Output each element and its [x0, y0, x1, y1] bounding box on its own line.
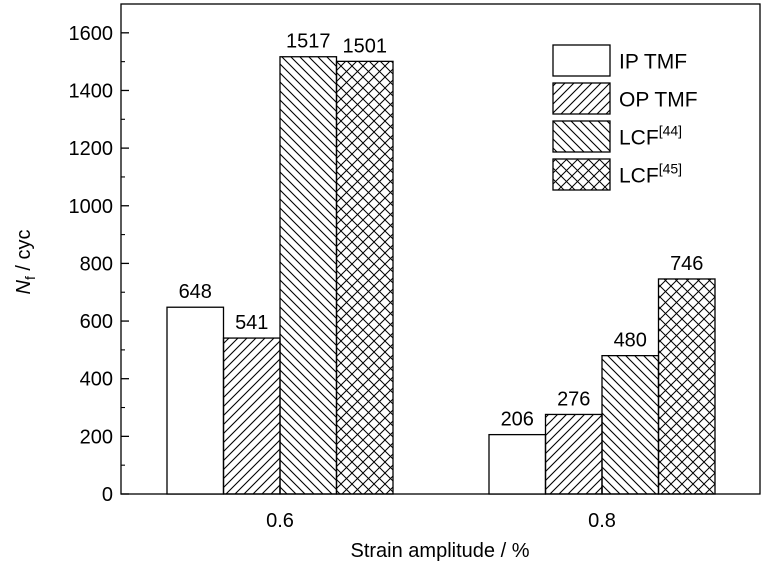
- y-tick-label: 0: [102, 484, 113, 506]
- bar-ip-tmf-0_6: [166, 306, 225, 495]
- x-tick-label: 0.8: [588, 510, 616, 532]
- bars: [166, 56, 716, 495]
- plot-frame: [120, 3, 761, 495]
- legend-label: IP TMF: [619, 51, 687, 74]
- bar-lcf-44--0_6: [279, 56, 338, 495]
- bar-value-label: 1517: [286, 31, 331, 53]
- legend-label-main: LCF: [619, 165, 659, 188]
- legend-label: LCF[45]: [619, 161, 682, 188]
- bar-value-label: 206: [501, 409, 534, 431]
- bar-value-label: 276: [557, 388, 590, 410]
- bar-ip-tmf-0_8: [488, 433, 547, 495]
- bar-labels: 648 541 1517 1501 206 276 480 746: [179, 31, 704, 431]
- bar-op-tmf-0_6: [222, 337, 281, 495]
- y-axis-title-rest: / cyc: [13, 229, 35, 276]
- legend-label: OP TMF: [619, 89, 698, 112]
- legend-label-superscript: [45]: [659, 161, 682, 177]
- plot-area: [120, 3, 761, 495]
- y-tick-label: 400: [80, 369, 113, 391]
- legend-label-superscript: [44]: [659, 123, 682, 139]
- legend-swatch: [552, 120, 611, 153]
- bar-value-label: 1501: [343, 35, 388, 57]
- y-axis: 0 200 400 600 800 1000 1200 1400 1600: [69, 23, 129, 506]
- y-tick-label: 600: [80, 311, 113, 333]
- y-tick-label: 1600: [69, 23, 114, 45]
- legend-swatch: [552, 44, 611, 77]
- bar-op-tmf-0_8: [544, 413, 603, 495]
- legend-swatch: [552, 158, 611, 191]
- bar-value-label: 746: [670, 253, 703, 275]
- legend-swatch: [552, 82, 611, 115]
- y-tick-label: 1400: [69, 80, 114, 102]
- x-tick-label: 0.6: [266, 510, 294, 532]
- bar-value-label: 541: [235, 312, 268, 334]
- bar-lcf-45--0_8: [657, 278, 716, 495]
- y-tick-label: 200: [80, 426, 113, 448]
- y-axis-title-sub: f: [22, 276, 38, 280]
- y-axis-title: Nf / cyc: [13, 229, 38, 294]
- bar-value-label: 648: [179, 281, 212, 303]
- x-axis-title: Strain amplitude / %: [351, 540, 530, 562]
- bar-lcf-45--0_6: [335, 60, 394, 495]
- y-tick-label: 800: [80, 253, 113, 275]
- y-tick-label: 1000: [69, 196, 114, 218]
- bar-value-label: 480: [614, 330, 647, 352]
- legend-label-main: LCF: [619, 127, 659, 150]
- legend-label-main: OP TMF: [619, 89, 698, 112]
- y-tick-label: 1200: [69, 138, 114, 160]
- y-axis-title-main: N: [13, 280, 35, 295]
- legend-label: LCF[44]: [619, 123, 682, 150]
- bar-lcf-44--0_8: [601, 354, 660, 495]
- legend-label-main: IP TMF: [619, 51, 687, 74]
